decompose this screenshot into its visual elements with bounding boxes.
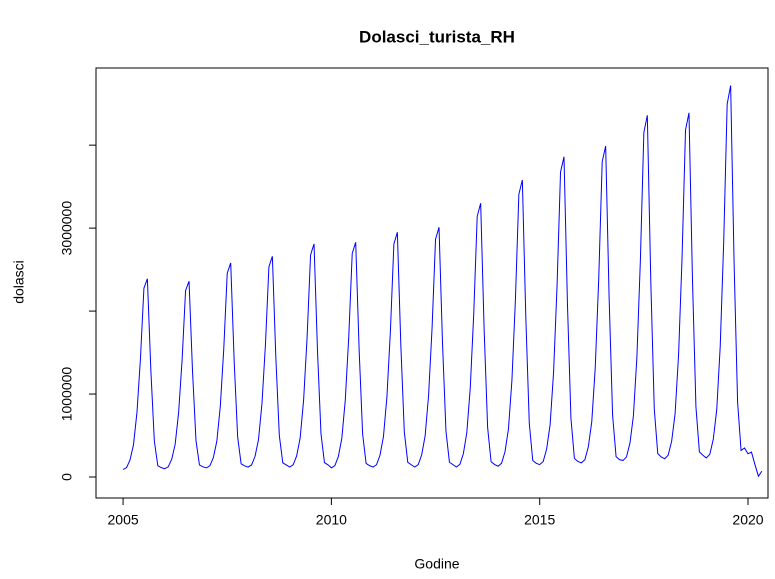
x-tick-label: 2005 [108, 512, 139, 528]
y-tick-label: 1000000 [59, 367, 75, 422]
y-tick-label: 3000000 [59, 201, 75, 256]
chart-title: Dolasci_turista_RH [359, 27, 515, 46]
x-tick-label: 2010 [316, 512, 347, 528]
x-axis-label: Godine [414, 556, 459, 572]
y-tick-label: 0 [59, 473, 75, 481]
series-line [122, 85, 763, 478]
y-axis-label: dolasci [11, 260, 27, 304]
plot-box [95, 67, 769, 499]
x-tick-label: 2020 [732, 512, 763, 528]
x-tick-label: 2015 [524, 512, 555, 528]
